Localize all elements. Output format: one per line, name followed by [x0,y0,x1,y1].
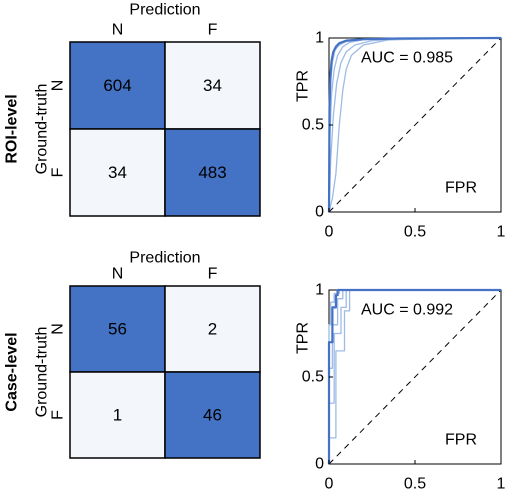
chance-diagonal [328,289,502,465]
x-tick-label: 0.5 [404,476,426,493]
roc-curve [327,288,501,464]
chance-diagonal [328,37,502,213]
roc-curve [328,37,502,213]
matrix-cell [69,41,166,130]
x-tick-label: 1 [497,224,506,241]
y-axis-label: TPR [295,70,312,102]
roc-curve [328,289,501,464]
ground-truth-label: Ground-truth [34,84,51,175]
matrix-title: Prediction [129,250,200,267]
x-axis-label: FPR [445,180,477,197]
cell-value: 483 [198,163,226,182]
cell-value: 1 [113,406,122,425]
roc-curve [328,289,501,464]
cell-value: 2 [208,320,217,339]
matrix-cell [69,128,166,217]
row-label: N [50,323,67,335]
ground-truth-label: Ground-truth [34,327,51,418]
column-label: N [112,22,124,39]
matrix-cell [164,128,261,217]
y-tick-label: 1 [315,30,324,47]
x-tick-label: 0 [325,224,334,241]
y-tick-label: 0 [315,204,324,221]
cell-value: 34 [203,76,222,95]
roc-curve [327,36,502,213]
roc-plot-1: 0 0.5 1 0 0.5 1 TPR FPR AUC = 0.985 [295,30,506,241]
x-tick-label: 0 [325,476,334,493]
y-axis-label: TPR [295,322,312,354]
column-label: N [112,266,124,283]
x-tick-label: 1 [497,476,506,493]
x-axis-label: FPR [445,432,477,449]
y-tick-label: 0 [315,456,324,473]
row-group-label: Case-level [4,332,21,411]
matrix-title: Prediction [129,2,200,19]
row-label: N [50,80,67,92]
matrix-cell [69,371,166,459]
row-label: F [50,410,67,420]
column-label: F [208,266,218,283]
matrix-cell [164,41,261,130]
auc-annotation: AUC = 0.992 [361,302,453,319]
cell-value: 34 [108,163,127,182]
roc-curve [328,289,501,464]
x-tick-label: 0.5 [404,224,426,241]
matrix-cell [164,371,261,459]
cell-value: 604 [103,76,131,95]
y-tick-label: 0.5 [302,369,324,386]
row-group-label: ROI-level [4,94,21,163]
auc-annotation: AUC = 0.985 [361,50,453,67]
roc-plot-3: 0 0.5 1 0 0.5 1 TPR FPR AUC = 0.992 [295,282,506,493]
row-label: F [50,167,67,177]
y-tick-label: 1 [315,282,324,299]
y-tick-label: 0.5 [302,117,324,134]
matrix-cell [69,285,166,373]
column-label: F [208,22,218,39]
cell-value: 46 [203,406,222,425]
roc-curve [328,289,501,464]
cell-value: 56 [108,320,127,339]
